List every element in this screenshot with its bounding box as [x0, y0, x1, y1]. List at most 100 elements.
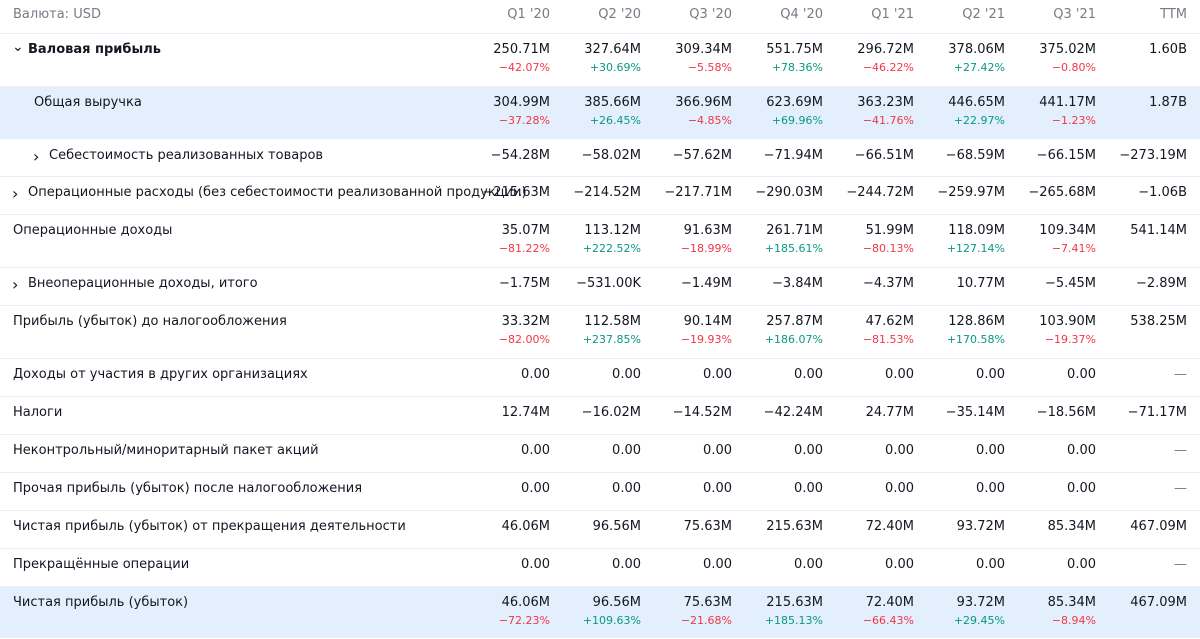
- value-cell: 85.34M: [1001, 519, 1096, 534]
- cell-value: 118.09M: [948, 223, 1005, 238]
- value-cell: 0.00: [819, 557, 914, 572]
- value-cell: −4.37M: [819, 276, 914, 291]
- table-row: Неконтрольный/миноритарный пакет акций 0.…: [0, 435, 1200, 473]
- value-cell: 10.77M: [910, 276, 1005, 291]
- period-header[interactable]: Q4 '20: [780, 7, 823, 22]
- value-cell: −57.62M: [637, 148, 732, 163]
- value-cell: 257.87M +186.07%: [728, 314, 823, 346]
- table-row[interactable]: › Операционные расходы (без себестоимости…: [0, 177, 1200, 215]
- cell-change: +27.42%: [953, 61, 1005, 74]
- value-cell: 551.75M +78.36%: [728, 42, 823, 74]
- period-header[interactable]: Q2 '21: [962, 7, 1005, 22]
- cell-value: 12.74M: [501, 405, 550, 420]
- cell-value: 72.40M: [865, 519, 914, 534]
- cell-value: 0.00: [885, 557, 914, 572]
- period-header[interactable]: Q2 '20: [598, 7, 641, 22]
- value-cell: −531.00K: [546, 276, 641, 291]
- value-cell: 112.58M +237.85%: [546, 314, 641, 346]
- cell-value: −273.19M: [1119, 148, 1187, 163]
- cell-change: +237.85%: [582, 333, 641, 346]
- cell-change: −18.99%: [680, 242, 732, 255]
- value-cell: 541.14M: [1092, 223, 1187, 238]
- value-cell: −1.49M: [637, 276, 732, 291]
- row-label: Налоги: [13, 405, 63, 420]
- cell-value: 0.00: [1067, 367, 1096, 382]
- chevron-down-icon[interactable]: ⌄: [12, 39, 24, 55]
- cell-change: −42.07%: [498, 61, 550, 74]
- value-cell: 296.72M −46.22%: [819, 42, 914, 74]
- cell-value: 85.34M: [1047, 595, 1096, 610]
- cell-value: 0.00: [976, 367, 1005, 382]
- value-cell: −5.45M: [1001, 276, 1096, 291]
- cell-value: 91.63M: [683, 223, 732, 238]
- cell-value: 35.07M: [501, 223, 550, 238]
- value-cell: 0.00: [637, 443, 732, 458]
- cell-value: 0.00: [976, 557, 1005, 572]
- period-header[interactable]: Q1 '20: [507, 7, 550, 22]
- cell-value: 113.12M: [584, 223, 641, 238]
- row-label: Неконтрольный/миноритарный пакет акций: [13, 443, 319, 458]
- cell-change: +30.69%: [589, 61, 641, 74]
- cell-value: −1.75M: [498, 276, 550, 291]
- value-cell: 91.63M −18.99%: [637, 223, 732, 255]
- value-cell: 538.25M: [1092, 314, 1187, 329]
- cell-value: −3.84M: [771, 276, 823, 291]
- cell-value: −244.72M: [846, 185, 914, 200]
- value-cell: −16.02M: [546, 405, 641, 420]
- period-header[interactable]: Q1 '21: [871, 7, 914, 22]
- value-cell: 385.66M +26.45%: [546, 95, 641, 127]
- cell-value: −2.89M: [1135, 276, 1187, 291]
- value-cell: 0.00: [1001, 557, 1096, 572]
- cell-value: −66.15M: [1036, 148, 1096, 163]
- chevron-right-icon[interactable]: ›: [12, 275, 19, 294]
- value-cell: 0.00: [637, 367, 732, 382]
- table-row: Операционные доходы 35.07M −81.22% 113.12M +…: [0, 215, 1200, 268]
- cell-value: −1.49M: [680, 276, 732, 291]
- row-label: Чистая прибыль (убыток): [13, 595, 189, 610]
- cell-value: —: [1174, 481, 1187, 496]
- value-cell: −66.15M: [1001, 148, 1096, 163]
- cell-value: 75.63M: [683, 519, 732, 534]
- cell-change: +170.58%: [946, 333, 1005, 346]
- value-cell: −214.52M: [546, 185, 641, 200]
- value-cell: −273.19M: [1092, 148, 1187, 163]
- cell-change: −37.28%: [498, 114, 550, 127]
- cell-change: +22.97%: [953, 114, 1005, 127]
- cell-value: 327.64M: [584, 42, 641, 57]
- cell-value: 128.86M: [948, 314, 1005, 329]
- value-cell: —: [1092, 367, 1187, 382]
- cell-change: −4.85%: [687, 114, 732, 127]
- value-cell: 0.00: [1001, 367, 1096, 382]
- value-cell: 309.34M −5.58%: [637, 42, 732, 74]
- table-row[interactable]: › Себестоимость реализованных товаров −54.…: [0, 140, 1200, 177]
- value-cell: 0.00: [728, 443, 823, 458]
- value-cell: 366.96M −4.85%: [637, 95, 732, 127]
- cell-value: 441.17M: [1039, 95, 1096, 110]
- cell-change: +26.45%: [589, 114, 641, 127]
- table-row[interactable]: › Внеоперационные доходы, итого −1.75M −531…: [0, 268, 1200, 306]
- value-cell: 0.00: [455, 367, 550, 382]
- period-header[interactable]: Q3 '20: [689, 7, 732, 22]
- value-cell: 51.99M −80.13%: [819, 223, 914, 255]
- row-label: Доходы от участия в других организациях: [13, 367, 308, 382]
- chevron-right-icon[interactable]: ›: [33, 147, 40, 166]
- value-cell: 109.34M −7.41%: [1001, 223, 1096, 255]
- value-cell: 0.00: [910, 367, 1005, 382]
- value-cell: 0.00: [546, 557, 641, 572]
- value-cell: 446.65M +22.97%: [910, 95, 1005, 127]
- period-header[interactable]: TTM: [1160, 7, 1187, 22]
- chevron-right-icon[interactable]: ›: [12, 184, 19, 203]
- value-cell: 0.00: [546, 367, 641, 382]
- cell-change: +109.63%: [582, 614, 641, 627]
- cell-change: −19.93%: [680, 333, 732, 346]
- period-header[interactable]: Q3 '21: [1053, 7, 1096, 22]
- table-row[interactable]: ⌄ Валовая прибыль 250.71M −42.07% 327.64M +30…: [0, 34, 1200, 87]
- table-row: Чистая прибыль (убыток) 46.06M −72.23% 96.5…: [0, 587, 1200, 639]
- value-cell: 24.77M: [819, 405, 914, 420]
- cell-value: 0.00: [794, 443, 823, 458]
- value-cell: 0.00: [637, 481, 732, 496]
- cell-change: −41.76%: [862, 114, 914, 127]
- value-cell: −58.02M: [546, 148, 641, 163]
- cell-value: 24.77M: [865, 405, 914, 420]
- cell-value: 541.14M: [1130, 223, 1187, 238]
